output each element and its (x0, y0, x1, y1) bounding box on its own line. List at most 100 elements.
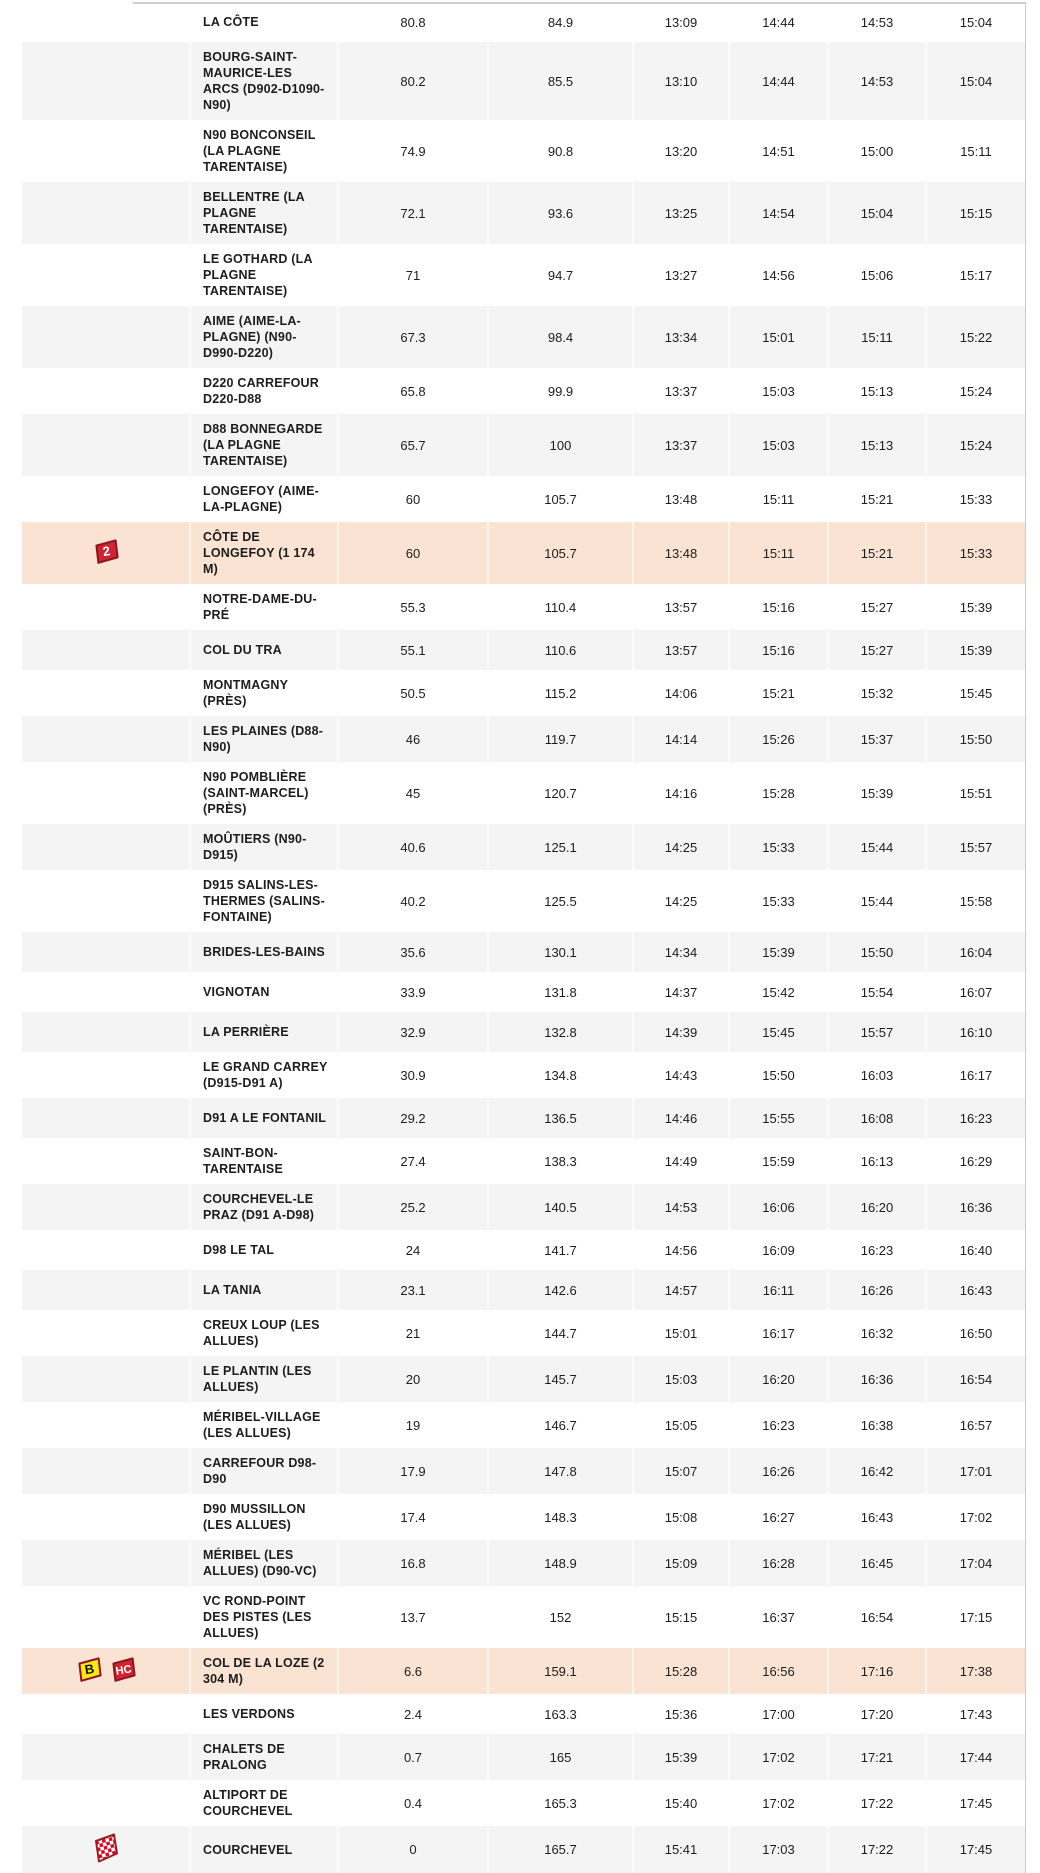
table-row: B HC COL DE LA LOZE (2 304 M) 6.6 159.1 15:… (22, 1648, 1025, 1694)
row-icon-cell (22, 932, 189, 972)
schedule-time-2: 15:03 (728, 368, 827, 414)
schedule-time-2: 16:28 (728, 1540, 827, 1586)
table-row: BELLENTRE (LA PLAGNE TARENTAISE) 72.1 93.6… (22, 182, 1025, 244)
schedule-time-4: 15:15 (925, 182, 1025, 244)
schedule-time-4: 15:50 (925, 716, 1025, 762)
svg-text:2: 2 (101, 543, 110, 559)
km-covered-value: 98.4 (487, 306, 632, 368)
km-covered-value: 110.6 (487, 630, 632, 670)
schedule-time-4: 17:45 (925, 1826, 1025, 1873)
schedule-time-4: 15:22 (925, 306, 1025, 368)
row-icon-cell (22, 824, 189, 870)
schedule-time-4: 17:02 (925, 1494, 1025, 1540)
schedule-time-4: 16:57 (925, 1402, 1025, 1448)
location-label: ALTIPORT DE COURCHEVEL (189, 1780, 337, 1826)
km-covered-value: 159.1 (487, 1648, 632, 1694)
row-icon-cell (22, 368, 189, 414)
location-label: COL DU TRA (189, 630, 337, 670)
schedule-time-4: 16:43 (925, 1270, 1025, 1310)
schedule-time-1: 14:25 (632, 870, 728, 932)
table-row: LA PERRIÈRE 32.9 132.8 14:39 15:45 15:57 16:10 (22, 1012, 1025, 1052)
row-icon-cell (22, 42, 189, 120)
table-row: LONGEFOY (AIME-LA-PLAGNE) 60 105.7 13:48 15:… (22, 476, 1025, 522)
schedule-time-4: 17:44 (925, 1734, 1025, 1780)
table-row: COURCHEVEL-LE PRAZ (D91 A-D98) 25.2 140.5 1… (22, 1184, 1025, 1230)
schedule-time-1: 15:40 (632, 1780, 728, 1826)
schedule-time-3: 15:13 (827, 368, 925, 414)
km-covered-value: 140.5 (487, 1184, 632, 1230)
schedule-time-3: 15:06 (827, 244, 925, 306)
schedule-time-2: 14:44 (728, 42, 827, 120)
schedule-time-3: 15:54 (827, 972, 925, 1012)
finish-flag-icon (89, 1832, 122, 1867)
schedule-time-1: 15:07 (632, 1448, 728, 1494)
schedule-time-3: 15:11 (827, 306, 925, 368)
location-label: LE GOTHARD (LA PLAGNE TARENTAISE) (189, 244, 337, 306)
schedule-time-1: 13:48 (632, 476, 728, 522)
km-to-go-value: 74.9 (337, 120, 487, 182)
schedule-time-3: 15:32 (827, 670, 925, 716)
row-icon-cell (22, 476, 189, 522)
km-to-go-value: 25.2 (337, 1184, 487, 1230)
schedule-time-1: 14:16 (632, 762, 728, 824)
schedule-time-2: 15:16 (728, 630, 827, 670)
row-icon-cell (22, 716, 189, 762)
km-covered-value: 165 (487, 1734, 632, 1780)
schedule-time-3: 16:13 (827, 1138, 925, 1184)
row-icon-cell (22, 1694, 189, 1734)
schedule-time-3: 15:21 (827, 476, 925, 522)
row-icon-cell (22, 1012, 189, 1052)
schedule-time-2: 17:02 (728, 1734, 827, 1780)
location-label: COURCHEVEL-LE PRAZ (D91 A-D98) (189, 1184, 337, 1230)
stage-timetable: LA CÔTE 80.8 84.9 13:09 14:44 14:53 15:04 BOURG… (22, 2, 1026, 1873)
schedule-time-4: 16:04 (925, 932, 1025, 972)
km-to-go-value: 72.1 (337, 182, 487, 244)
km-covered-value: 85.5 (487, 42, 632, 120)
table-row: BRIDES-LES-BAINS 35.6 130.1 14:34 15:39 15:50… (22, 932, 1025, 972)
km-to-go-value: 6.6 (337, 1648, 487, 1694)
table-row: D90 MUSSILLON (LES ALLUES) 17.4 148.3 15:08… (22, 1494, 1025, 1540)
schedule-time-4: 15:51 (925, 762, 1025, 824)
schedule-time-1: 14:34 (632, 932, 728, 972)
schedule-time-3: 16:08 (827, 1098, 925, 1138)
schedule-time-1: 15:05 (632, 1402, 728, 1448)
schedule-time-3: 17:16 (827, 1648, 925, 1694)
km-to-go-value: 40.2 (337, 870, 487, 932)
km-to-go-value: 2.4 (337, 1694, 487, 1734)
location-label: MOÛTIERS (N90-D915) (189, 824, 337, 870)
schedule-time-2: 15:55 (728, 1098, 827, 1138)
table-row: VIGNOTAN 33.9 131.8 14:37 15:42 15:54 16:07 (22, 972, 1025, 1012)
schedule-time-2: 15:33 (728, 870, 827, 932)
table-row: LE PLANTIN (LES ALLUES) 20 145.7 15:03 16:20… (22, 1356, 1025, 1402)
schedule-time-4: 15:45 (925, 670, 1025, 716)
row-icon-cell: 2 (22, 522, 189, 584)
schedule-time-1: 14:49 (632, 1138, 728, 1184)
km-to-go-value: 65.7 (337, 414, 487, 476)
table-row: D915 SALINS-LES-THERMES (SALINS-FONTAINE… (22, 870, 1025, 932)
km-to-go-value: 24 (337, 1230, 487, 1270)
schedule-time-1: 15:03 (632, 1356, 728, 1402)
row-icon-cell (22, 1310, 189, 1356)
location-label: LE GRAND CARREY (D915-D91 A) (189, 1052, 337, 1098)
location-label: D91 A LE FONTANIL (189, 1098, 337, 1138)
km-to-go-value: 80.8 (337, 2, 487, 42)
schedule-time-3: 15:04 (827, 182, 925, 244)
km-to-go-value: 17.9 (337, 1448, 487, 1494)
schedule-time-1: 14:43 (632, 1052, 728, 1098)
km-to-go-value: 67.3 (337, 306, 487, 368)
schedule-time-1: 13:57 (632, 630, 728, 670)
table-row: D220 CARREFOUR D220-D88 65.8 99.9 13:37 15:0… (22, 368, 1025, 414)
schedule-time-1: 15:01 (632, 1310, 728, 1356)
km-to-go-value: 55.3 (337, 584, 487, 630)
table-row: LA TANIA 23.1 142.6 14:57 16:11 16:26 16:43 (22, 1270, 1025, 1310)
location-label: LES PLAINES (D88-N90) (189, 716, 337, 762)
location-label: LA PERRIÈRE (189, 1012, 337, 1052)
schedule-time-4: 16:54 (925, 1356, 1025, 1402)
table-row: VC ROND-POINT DES PISTES (LES ALLUES) 13.… (22, 1586, 1025, 1648)
schedule-time-1: 15:15 (632, 1586, 728, 1648)
km-to-go-value: 16.8 (337, 1540, 487, 1586)
schedule-time-2: 14:56 (728, 244, 827, 306)
location-label: NOTRE-DAME-DU-PRÉ (189, 584, 337, 630)
schedule-time-3: 16:20 (827, 1184, 925, 1230)
location-label: LA TANIA (189, 1270, 337, 1310)
